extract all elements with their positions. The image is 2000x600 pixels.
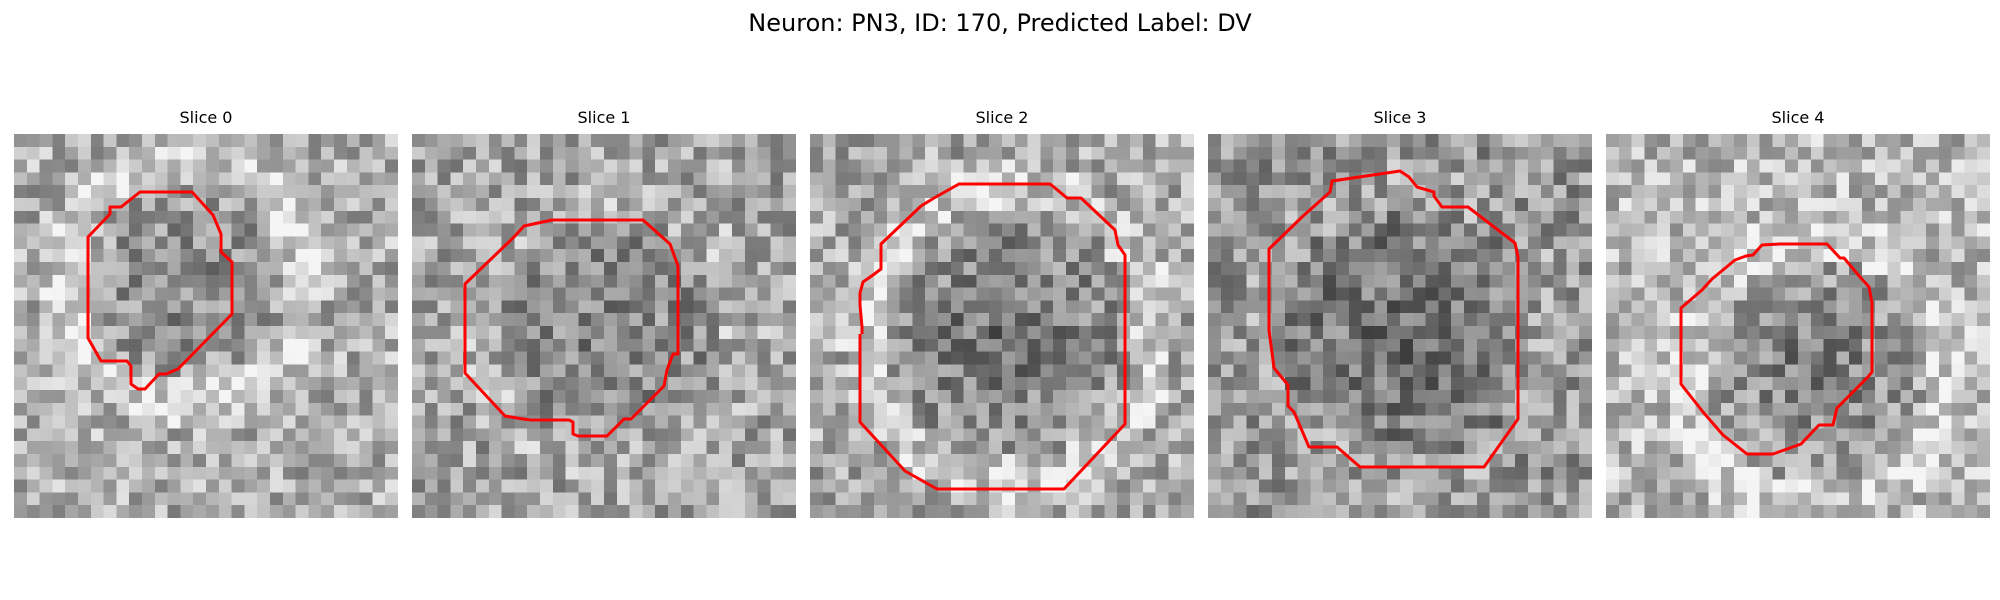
neuron-contour-overlay xyxy=(86,190,234,391)
neuron-contour xyxy=(1679,242,1874,456)
neuron-contour-overlay xyxy=(463,218,680,438)
neuron-contour xyxy=(463,218,680,438)
slice-title: Slice 2 xyxy=(975,108,1029,127)
slice-image xyxy=(412,134,796,518)
neuron-contour-overlay xyxy=(1679,242,1874,456)
grayscale-slice-canvas xyxy=(1208,134,1592,518)
slice-image xyxy=(14,134,398,518)
slice-title: Slice 0 xyxy=(179,108,233,127)
slice-panel-2: Slice 2 xyxy=(810,108,1194,518)
slice-panel-4: Slice 4 xyxy=(1606,108,1990,518)
slice-title: Slice 4 xyxy=(1771,108,1825,127)
slice-image xyxy=(810,134,1194,518)
slice-panel-3: Slice 3 xyxy=(1208,108,1592,518)
slice-image xyxy=(1208,134,1592,518)
neuron-contour xyxy=(1267,169,1520,469)
grayscale-slice-canvas xyxy=(1606,134,1990,518)
neuron-contour-overlay xyxy=(858,182,1127,491)
neuron-contour xyxy=(858,182,1127,491)
grayscale-slice-canvas xyxy=(14,134,398,518)
slice-title: Slice 1 xyxy=(577,108,631,127)
slice-panel-0: Slice 0 xyxy=(14,108,398,518)
grayscale-slice-canvas xyxy=(412,134,796,518)
slice-title: Slice 3 xyxy=(1373,108,1427,127)
slice-panel-1: Slice 1 xyxy=(412,108,796,518)
grayscale-slice-canvas xyxy=(810,134,1194,518)
neuron-contour xyxy=(86,190,234,391)
figure-title: Neuron: PN3, ID: 170, Predicted Label: D… xyxy=(748,9,1252,37)
slice-image xyxy=(1606,134,1990,518)
neuron-contour-overlay xyxy=(1267,169,1520,469)
